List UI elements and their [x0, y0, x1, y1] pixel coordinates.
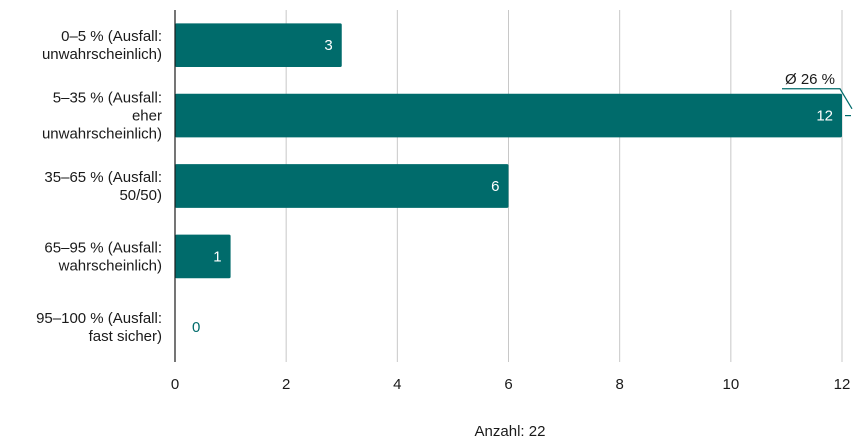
bar-value-label: 1 [213, 248, 221, 265]
average-annotation: Ø 26 % [782, 71, 853, 117]
category-label: fast sicher) [89, 328, 162, 345]
average-annotation-bracket [782, 88, 853, 110]
bar-value-label: 12 [816, 108, 833, 125]
category-label: 35–65 % (Ausfall: [44, 169, 162, 186]
category-label: eher [132, 108, 162, 125]
bar [175, 164, 509, 208]
x-tick-label: 10 [722, 376, 739, 393]
category-label: 65–95 % (Ausfall: [44, 239, 162, 256]
bar [175, 93, 842, 138]
average-annotation-text: Ø 26 % [785, 71, 835, 88]
category-label: 0–5 % (Ausfall: [61, 28, 162, 45]
bar [175, 23, 342, 68]
bar-value-label: 3 [324, 37, 332, 54]
x-tick-labels: 0 2 4 6 8 10 12 [171, 376, 851, 393]
bar-value-label: 0 [192, 319, 200, 336]
category-label: unwahrscheinlich) [42, 126, 162, 143]
bars: 3 12 6 1 0 [175, 23, 842, 336]
sample-size-note: Anzahl: 22 [475, 423, 546, 440]
bar [175, 234, 231, 279]
x-tick-label: 8 [615, 376, 623, 393]
category-label: wahrscheinlich) [58, 257, 162, 274]
x-tick-label: 0 [171, 376, 179, 393]
category-labels: 0–5 % (Ausfall:unwahrscheinlich)5–35 % (… [36, 28, 162, 345]
bar-value-label: 6 [491, 178, 499, 195]
category-label: 95–100 % (Ausfall: [36, 310, 162, 327]
x-tick-label: 2 [282, 376, 290, 393]
x-tick-label: 4 [393, 376, 401, 393]
x-tick-label: 6 [504, 376, 512, 393]
x-tick-label: 12 [834, 376, 851, 393]
category-label: 5–35 % (Ausfall: [53, 90, 162, 107]
category-label: unwahrscheinlich) [42, 46, 162, 63]
category-label: 50/50) [119, 187, 162, 204]
